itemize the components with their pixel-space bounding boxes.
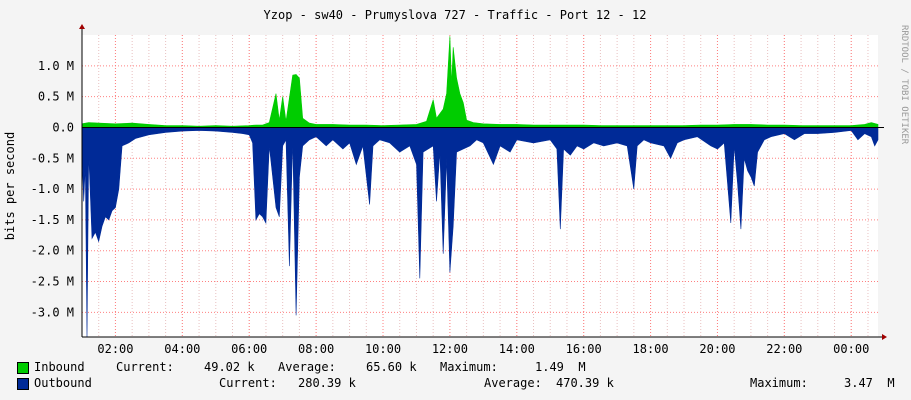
inbound-name: Inbound [34,360,85,374]
axes [79,24,887,340]
inbound-current: 49.02 k [204,360,255,374]
x-tick-label: 22:00 [766,342,802,356]
x-tick-label: 16:00 [566,342,602,356]
inbound-maximum-label: Maximum: [440,360,498,374]
inbound-current-label: Current: [116,360,174,374]
x-tick-label: 10:00 [365,342,401,356]
x-tick-label: 12:00 [432,342,468,356]
x-tick-label: 20:00 [699,342,735,356]
y-tick-label: -2.0 M [31,244,74,258]
x-axis-arrow [882,334,887,340]
y-tick-label: -1.0 M [31,182,74,196]
traffic-chart: Yzop - sw40 - Prumyslova 727 - Traffic -… [3,8,909,356]
y-tick-label: 1.0 M [38,59,74,73]
y-tick-label: -3.0 M [31,305,74,319]
y-tick-label: -0.5 M [31,151,74,165]
outbound-current-label: Current: [219,376,277,390]
x-tick-label: 06:00 [231,342,267,356]
outbound-maximum-label: Maximum: [750,376,808,390]
series-areas [81,36,879,338]
area-inbound [81,36,879,128]
x-tick-label: 02:00 [97,342,133,356]
outbound-name: Outbound [34,376,92,390]
outbound-swatch [17,378,29,390]
y-tick-label: -1.5 M [31,213,74,227]
outbound-current: 280.39 k [298,376,356,390]
y-axis-arrow [79,24,85,29]
y-tick-labels: 1.0 M 0.5 M 0.0 -0.5 M -1.0 M -1.5 M -2.0 M -2.… [31,59,74,320]
y-tick-label: 0.0 [52,120,74,134]
x-tick-label: 08:00 [298,342,334,356]
y-tick-label: -2.5 M [31,275,74,289]
inbound-average-label: Average: [278,360,336,374]
legend-row-outbound: Outbound Current: 280.39 k Average: 470.… [0,376,911,392]
chart-title: Yzop - sw40 - Prumyslova 727 - Traffic -… [264,8,647,22]
inbound-average: 65.60 k [366,360,417,374]
watermark: RRDTOOL / TOBI OETIKER [899,25,909,145]
outbound-maximum: 3.47 M [844,376,895,390]
legend-row-inbound: Inbound Current: 49.02 k Average: 65.60 … [0,360,911,376]
x-tick-labels: 02:00 04:00 06:00 08:00 10:00 12:00 14:00 16:00… [97,342,869,356]
plot-area [82,35,878,337]
inbound-swatch [17,362,29,374]
legend: Inbound Current: 49.02 k Average: 65.60 … [0,360,911,400]
outbound-average-label: Average: [484,376,542,390]
y-axis-label: bits per second [3,132,17,240]
inbound-maximum: 1.49 M [535,360,586,374]
area-outbound [81,127,879,338]
x-tick-label: 18:00 [633,342,669,356]
outbound-average: 470.39 k [556,376,614,390]
x-tick-label: 04:00 [164,342,200,356]
x-tick-label: 14:00 [499,342,535,356]
x-tick-label: 00:00 [833,342,869,356]
y-tick-label: 0.5 M [38,90,74,104]
